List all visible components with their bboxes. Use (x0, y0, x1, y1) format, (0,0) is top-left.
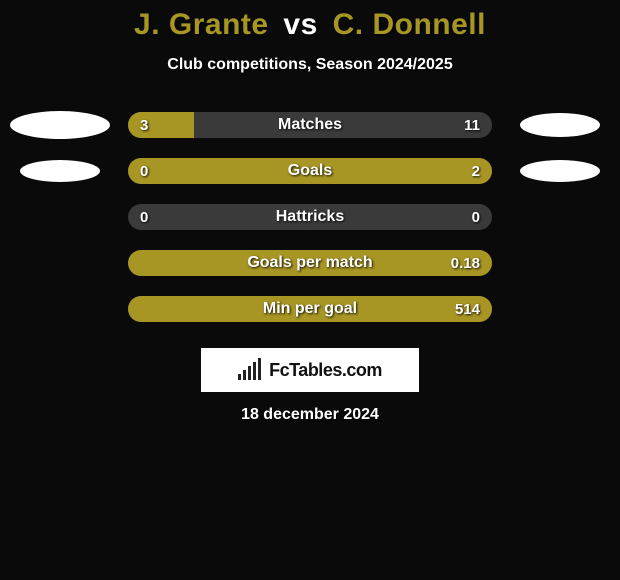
stat-row: 00Hattricks (0, 194, 620, 240)
brand-box: FcTables.com (201, 348, 419, 392)
player2-name: C. Donnell (333, 8, 486, 41)
stat-row: 0.18Goals per match (0, 240, 620, 286)
left-badge-slot (0, 286, 120, 332)
stat-bar: 00Hattricks (128, 204, 492, 230)
stat-bar: 514Min per goal (128, 296, 492, 322)
right-badge-slot (500, 194, 620, 240)
brand-text: FcTables.com (269, 360, 382, 381)
stat-bar: 0.18Goals per match (128, 250, 492, 276)
player1-name: J. Grante (134, 8, 269, 41)
right-badge-slot (500, 286, 620, 332)
stat-label: Hattricks (128, 204, 492, 230)
stat-label: Matches (128, 112, 492, 138)
comparison-infographic: J. Grante vs C. Donnell Club competition… (0, 0, 620, 424)
vs-label: vs (283, 8, 317, 41)
page-title: J. Grante vs C. Donnell (0, 8, 620, 42)
team-badge-icon (10, 111, 110, 139)
stat-row: 02Goals (0, 148, 620, 194)
stat-row: 514Min per goal (0, 286, 620, 332)
date-label: 18 december 2024 (0, 406, 620, 424)
right-badge-slot (500, 148, 620, 194)
left-badge-slot (0, 240, 120, 286)
stat-row: 311Matches (0, 102, 620, 148)
stat-rows: 311Matches 02Goals 00Hattricks 0.18Goals pe… (0, 102, 620, 332)
right-badge-slot (500, 240, 620, 286)
left-badge-slot (0, 194, 120, 240)
bar-chart-icon (238, 360, 263, 380)
right-badge-slot (500, 102, 620, 148)
team-badge-icon (520, 160, 600, 182)
team-badge-icon (520, 113, 600, 137)
stat-bar: 02Goals (128, 158, 492, 184)
stat-label: Min per goal (128, 296, 492, 322)
left-badge-slot (0, 148, 120, 194)
stat-label: Goals per match (128, 250, 492, 276)
left-badge-slot (0, 102, 120, 148)
team-badge-icon (20, 160, 100, 182)
subtitle: Club competitions, Season 2024/2025 (0, 56, 620, 74)
stat-label: Goals (128, 158, 492, 184)
stat-bar: 311Matches (128, 112, 492, 138)
